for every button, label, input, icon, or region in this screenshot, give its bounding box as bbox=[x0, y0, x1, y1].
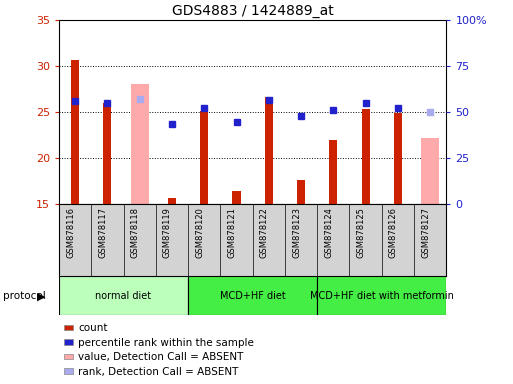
Text: GSM878117: GSM878117 bbox=[98, 207, 107, 258]
Bar bbox=[329, 140, 338, 204]
Title: GDS4883 / 1424889_at: GDS4883 / 1424889_at bbox=[172, 3, 333, 18]
Bar bbox=[71, 60, 79, 204]
Text: ▶: ▶ bbox=[37, 291, 46, 301]
Bar bbox=[362, 109, 370, 204]
Bar bbox=[297, 180, 305, 204]
Bar bbox=[394, 113, 402, 204]
Bar bbox=[131, 84, 149, 204]
Bar bbox=[421, 138, 439, 204]
Text: GSM878121: GSM878121 bbox=[227, 207, 236, 258]
Bar bbox=[317, 276, 446, 315]
Bar bbox=[168, 198, 176, 204]
Text: GSM878123: GSM878123 bbox=[292, 207, 301, 258]
Text: GSM878120: GSM878120 bbox=[195, 207, 204, 258]
Text: GSM878116: GSM878116 bbox=[66, 207, 75, 258]
Text: count: count bbox=[78, 323, 108, 333]
Text: protocol: protocol bbox=[3, 291, 45, 301]
Text: GSM878118: GSM878118 bbox=[131, 207, 140, 258]
Text: GSM878126: GSM878126 bbox=[389, 207, 398, 258]
Text: value, Detection Call = ABSENT: value, Detection Call = ABSENT bbox=[78, 353, 244, 362]
Bar bbox=[232, 191, 241, 204]
Text: percentile rank within the sample: percentile rank within the sample bbox=[78, 338, 254, 348]
Text: GSM878125: GSM878125 bbox=[357, 207, 366, 258]
Text: normal diet: normal diet bbox=[95, 291, 152, 301]
Text: MCD+HF diet with metformin: MCD+HF diet with metformin bbox=[310, 291, 453, 301]
Text: GSM878122: GSM878122 bbox=[260, 207, 269, 258]
Text: GSM878127: GSM878127 bbox=[421, 207, 430, 258]
Text: rank, Detection Call = ABSENT: rank, Detection Call = ABSENT bbox=[78, 367, 239, 377]
Bar bbox=[265, 97, 273, 204]
Bar bbox=[59, 276, 188, 315]
Bar bbox=[104, 103, 111, 204]
Text: GSM878119: GSM878119 bbox=[163, 207, 172, 258]
Text: GSM878124: GSM878124 bbox=[324, 207, 333, 258]
Text: MCD+HF diet: MCD+HF diet bbox=[220, 291, 286, 301]
Bar bbox=[200, 111, 208, 204]
Bar bbox=[188, 276, 317, 315]
